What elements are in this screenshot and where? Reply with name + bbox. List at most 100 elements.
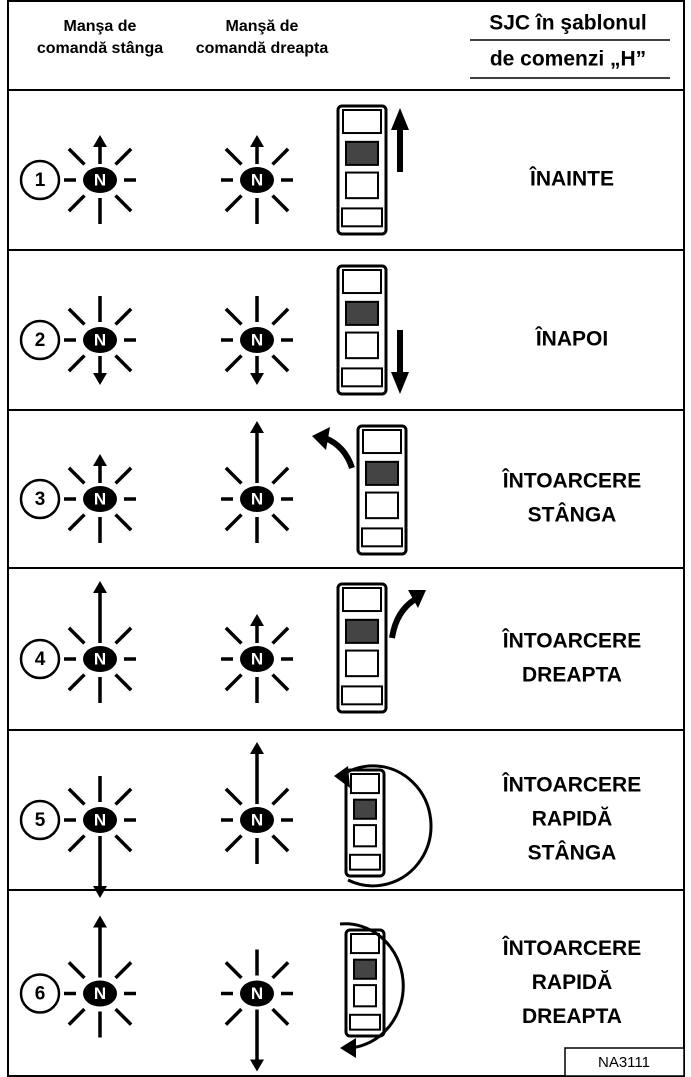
column-header: Manşă de — [226, 18, 299, 35]
vehicle-engine — [353, 798, 377, 820]
vehicle-rear — [361, 527, 403, 548]
arrow-head — [250, 742, 264, 754]
joystick-ray — [224, 466, 243, 485]
vehicle-rear — [349, 1013, 381, 1031]
vehicle-seat — [345, 649, 379, 678]
knob-label: N — [94, 649, 106, 668]
arrow-head — [250, 614, 264, 626]
column-header: comandă stânga — [37, 40, 163, 57]
knob-label: N — [94, 170, 106, 189]
maneuver-label: ÎNTOARCERE — [502, 773, 641, 797]
knob-label: N — [94, 489, 106, 508]
joystick-knob — [240, 807, 274, 833]
joystick-ray — [224, 194, 243, 213]
number-circle — [19, 973, 61, 1014]
joystick-knob — [240, 646, 274, 672]
number-circle — [19, 319, 61, 361]
arrow-head — [391, 108, 409, 130]
joystick-ray — [67, 307, 86, 326]
joystick-ray — [271, 961, 290, 980]
column-header: comandă dreapta — [196, 40, 329, 57]
motion-arrow — [389, 597, 416, 639]
joystick-knob — [83, 646, 117, 672]
joystick-ray — [271, 147, 290, 166]
joystick-knob — [240, 486, 274, 512]
arrow-head — [408, 590, 426, 608]
number-circle — [19, 638, 61, 680]
vehicle-body — [356, 424, 408, 556]
vehicle-seat — [345, 331, 379, 360]
maneuver-label: STÂNGA — [528, 841, 617, 865]
arrow-head — [93, 915, 107, 928]
maneuver-label: ÎNTOARCERE — [502, 469, 641, 493]
vehicle-engine — [365, 460, 399, 486]
joystick-knob — [240, 327, 274, 353]
knob-label: N — [94, 984, 106, 1003]
maneuver-label: ÎNAPOI — [535, 327, 608, 351]
joystick-ray — [114, 194, 133, 213]
knob-label: N — [251, 170, 263, 189]
joystick-ray — [271, 626, 290, 645]
arrow-head — [93, 373, 107, 385]
vehicle-cab — [350, 773, 380, 795]
maneuver-label: ÎNTOARCERE — [502, 936, 641, 960]
knob-label: N — [94, 330, 106, 349]
arrow-head — [340, 1038, 356, 1058]
motion-arrow — [323, 435, 355, 469]
joystick-knob — [83, 980, 117, 1007]
vehicle-cab — [342, 587, 382, 613]
joystick-ray — [67, 961, 86, 980]
maneuver-label: ÎNAINTE — [529, 167, 614, 191]
joystick-knob — [240, 980, 274, 1007]
joystick-ray — [271, 1007, 290, 1026]
joystick-ray — [224, 626, 243, 645]
maneuver-label: ÎNTOARCERE — [502, 629, 641, 653]
joystick-knob — [83, 327, 117, 353]
number-circle — [19, 799, 61, 841]
vehicle-seat — [365, 491, 399, 520]
vehicle-body — [336, 582, 388, 714]
column-header: de comenzi „H” — [490, 48, 646, 71]
vehicle-engine — [345, 140, 379, 166]
arrow-head — [93, 886, 107, 898]
arrow-head — [250, 373, 264, 385]
maneuver-label: RAPIDĂ — [532, 971, 613, 994]
arrow-head — [312, 427, 330, 450]
joystick-ray — [67, 147, 86, 166]
row-number: 5 — [35, 810, 46, 831]
vehicle-body — [344, 768, 386, 878]
joystick-ray — [114, 147, 133, 166]
joystick-ray — [271, 354, 290, 373]
joystick-ray — [67, 1007, 86, 1026]
vehicle-rear — [341, 207, 383, 228]
row-number: 1 — [35, 170, 46, 191]
arrow-head — [93, 454, 107, 466]
joystick-ray — [114, 307, 133, 326]
motion-arrow — [337, 764, 433, 888]
maneuver-label: RAPIDĂ — [532, 808, 613, 831]
vehicle-engine — [345, 618, 379, 644]
vehicle-body — [336, 104, 388, 236]
vehicle-body — [336, 264, 388, 396]
joystick-ray — [271, 834, 290, 853]
joystick-ray — [224, 673, 243, 692]
joystick-ray — [114, 1007, 133, 1026]
joystick-ray — [271, 194, 290, 213]
joystick-ray — [224, 1007, 243, 1026]
vehicle-engine — [345, 300, 379, 326]
motion-arrow — [339, 922, 405, 1050]
row-number: 3 — [35, 489, 46, 510]
joystick-knob — [240, 167, 274, 193]
joystick-ray — [271, 673, 290, 692]
column-header: Manşa de — [64, 18, 137, 35]
row-number: 2 — [35, 330, 46, 351]
knob-label: N — [251, 489, 263, 508]
arrow-head — [93, 581, 107, 593]
joystick-ray — [271, 513, 290, 532]
arrow-head — [391, 372, 409, 394]
maneuver-label: DREAPTA — [522, 1005, 622, 1028]
joystick-ray — [224, 834, 243, 853]
joystick-ray — [114, 466, 133, 485]
maneuver-label: STÂNGA — [528, 503, 617, 527]
vehicle-engine — [353, 958, 377, 980]
